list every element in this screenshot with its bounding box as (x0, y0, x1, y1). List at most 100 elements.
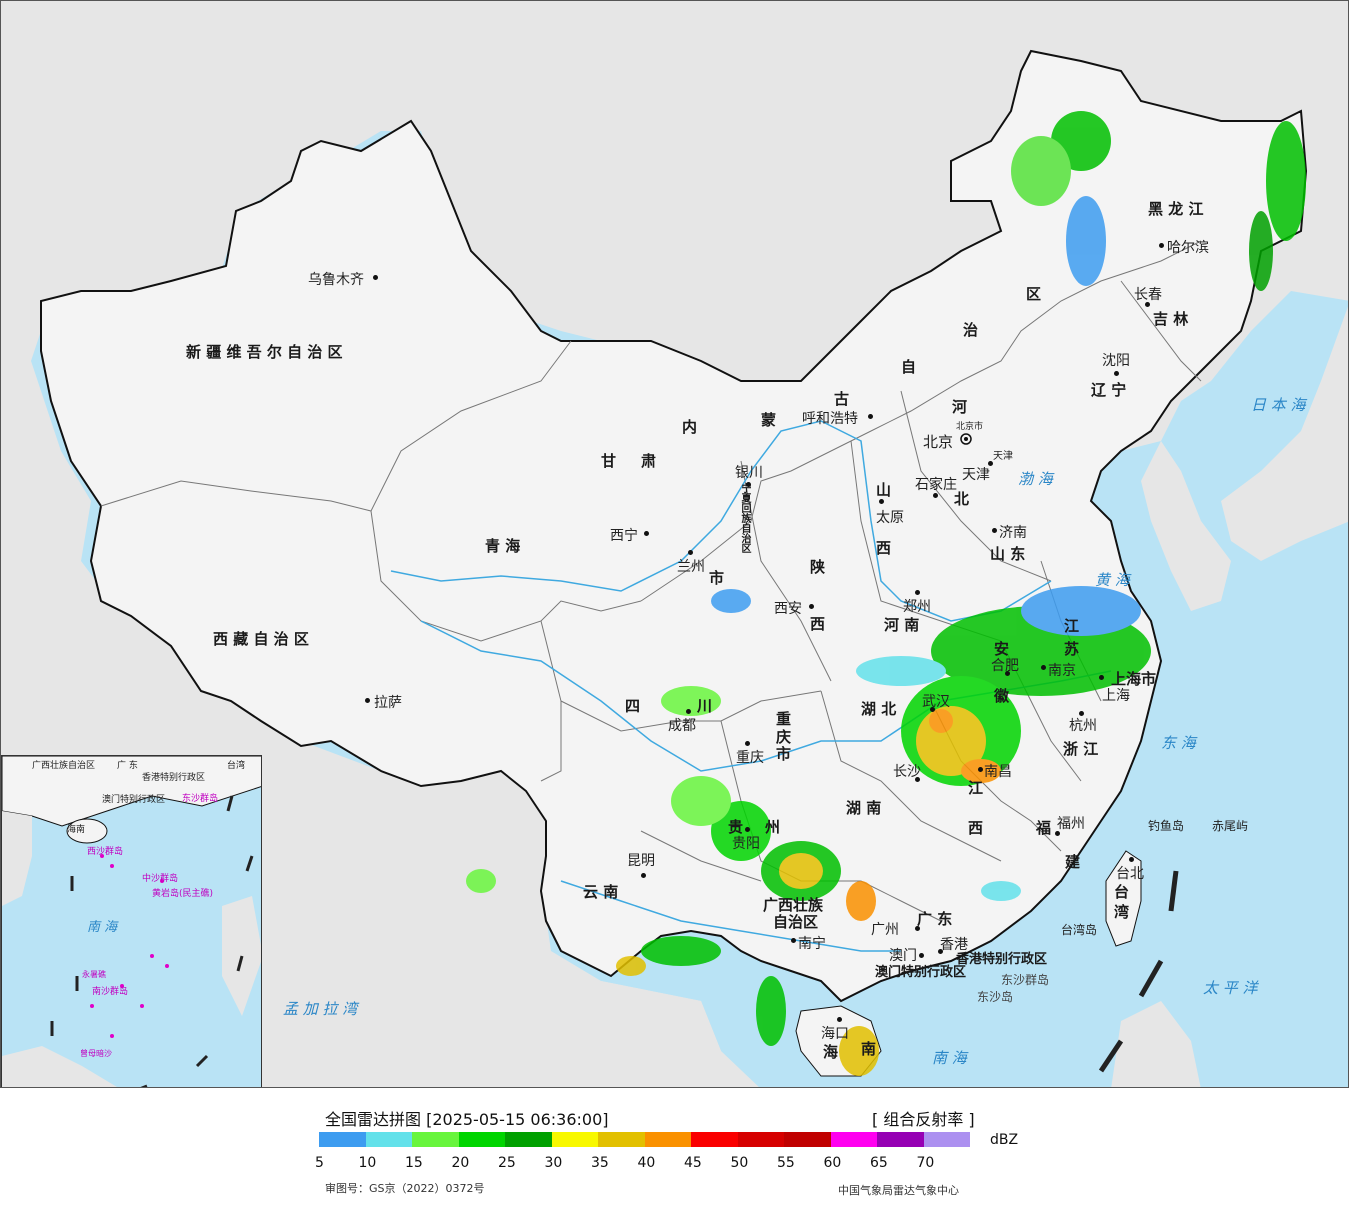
producer-credit: 中国气象局雷达气象中心 (838, 1184, 959, 1197)
city-dot-hangzhou (1079, 711, 1084, 716)
label-jiangsu-1: 江 (1064, 617, 1080, 635)
legend-tick-55: 55 (777, 1155, 795, 1171)
label-hubei: 湖 北 (861, 700, 897, 718)
city-wuhan: 武汉 (922, 694, 950, 710)
city-dot-changsha (915, 777, 920, 782)
city-dot-chongqing (745, 741, 750, 746)
inset-indochina (2, 811, 32, 906)
city-hefei: 合肥 (991, 658, 1019, 674)
city-dot-hohhot (868, 414, 873, 419)
label-zhejiang: 浙 江 (1063, 740, 1099, 758)
sea-boundary-segments (1098, 870, 1179, 1073)
map-approval-number: 审图号：GS京（2022）0372号 (325, 1182, 485, 1195)
inset-taiwan: 台湾 (227, 761, 246, 771)
legend: 全国雷达拼图 [2025-05-15 06:36:00] [ 组合反射率 ] 5… (0, 1088, 1349, 1208)
label-jiangsu-2: 苏 (1064, 640, 1080, 658)
label-gansu-city: 市 (709, 569, 725, 587)
legend-swatch-25 (505, 1132, 552, 1147)
label-neimenggu-5: 治 (963, 321, 979, 339)
city-dot-fuzhou (1055, 831, 1060, 836)
legend-tick-15: 15 (405, 1155, 423, 1171)
label-shaanxi-1: 陕 (810, 558, 826, 576)
inset-nansha: 南沙群岛 (92, 987, 129, 997)
city-taibei: 台北 (1116, 866, 1144, 882)
city-dot-haikou (837, 1017, 842, 1022)
city-guiyang: 贵阳 (732, 836, 760, 852)
legend-tick-35: 35 (591, 1155, 609, 1171)
label-shanghai: 上海市 (1111, 670, 1157, 688)
label-shanxi-1: 山 (876, 481, 892, 499)
city-dot-xian (809, 604, 814, 609)
sea-donghai: 东 海 (1161, 734, 1196, 752)
city-dot-shenyang (1114, 371, 1119, 376)
city-dot-shijiazhuang (933, 493, 938, 498)
legend-swatch-50 (737, 1132, 784, 1147)
taiwan-island (1105, 850, 1142, 947)
legend-unit: dBZ (990, 1132, 1019, 1148)
city-yinchuan: 银川 (735, 465, 763, 481)
label-shanxi-2: 西 (876, 539, 892, 557)
city-changsha: 长沙 (893, 764, 921, 780)
label-jiangxi-2: 西 (968, 819, 984, 837)
city-xian: 西安 (774, 601, 802, 617)
legend-tick-40: 40 (637, 1155, 656, 1171)
label-neimenggu-3: 古 (834, 390, 850, 408)
city-dot-urumqi (373, 275, 378, 280)
city-taiyuan: 太原 (876, 510, 904, 526)
inset-nanhai: 南 海 (87, 920, 118, 935)
city-nanchang: 南昌 (984, 764, 1012, 780)
label-neimenggu-4: 自 (901, 358, 917, 376)
city-urumqi: 乌鲁木齐 (308, 272, 364, 288)
legend-tick-10: 10 (358, 1155, 377, 1171)
city-kunming: 昆明 (627, 853, 655, 869)
legend-swatch-20 (458, 1132, 505, 1147)
label-neimenggu-6: 区 (1026, 285, 1042, 303)
label-hainan-1: 海 (823, 1043, 839, 1061)
city-dot-changchun (1145, 302, 1150, 307)
inset-yongshu: 永暑礁 (82, 970, 106, 979)
city-shenyang: 沈阳 (1102, 353, 1130, 369)
inset-guangdong: 广 东 (117, 761, 138, 771)
label-ningxia: 宁夏回族自治区 (739, 483, 750, 553)
island-dongsha: 东沙群岛 (1001, 973, 1050, 987)
legend-title: 全国雷达拼图 [2025-05-15 06:36:00] (325, 1110, 609, 1129)
philippines (1111, 1001, 1201, 1087)
city-dot-nanchang (978, 767, 983, 772)
label-gansu-2: 肃 (641, 452, 657, 470)
korea-japan (1141, 441, 1231, 611)
city-dot-kunming (641, 873, 646, 878)
city-dot-nanning (791, 938, 796, 943)
label-chongqing-3: 市 (776, 745, 792, 763)
inset-huangyan: 黄岩岛(民主礁) (152, 889, 214, 899)
city-hohhot: 呼和浩特 (802, 411, 858, 427)
label-xizang: 西 藏 自 治 区 (213, 630, 309, 648)
city-dot-hefei (1005, 671, 1010, 676)
label-hainan-2: 南 (861, 1040, 877, 1058)
label-qinghai: 青 海 (485, 537, 521, 555)
city-tianjin: 天津 (962, 467, 990, 483)
inset-zhongsha: 中沙群岛 (142, 874, 179, 884)
label-guangxi-2: 自治区 (773, 913, 819, 931)
city-xining: 西宁 (610, 528, 638, 544)
legend-product: [ 组合反射率 ] (872, 1110, 975, 1129)
city-zhengzhou: 郑州 (903, 599, 931, 615)
label-hebei-2: 北 (954, 490, 970, 508)
inset-mainland (2, 756, 261, 827)
label-henan: 河 南 (884, 616, 920, 634)
legend-tick-5: 5 (315, 1155, 324, 1171)
inset-hk: 香港特别行政区 (142, 773, 206, 783)
indochina (601, 981, 759, 1087)
city-dot-yinchuan (746, 482, 751, 487)
legend-swatch-5 (319, 1132, 366, 1147)
inset-hainan-label: 海南 (67, 825, 86, 835)
island-diaoyudao: 钓鱼岛 (1148, 819, 1185, 833)
label-shaanxi-2: 西 (810, 615, 826, 633)
label-neimenggu-2: 蒙 (761, 411, 777, 429)
city-dot-guangzhou (915, 926, 920, 931)
city-nanjing: 南京 (1048, 663, 1076, 679)
sea-mengjialawan: 孟 加 拉 湾 (283, 1000, 358, 1018)
inset-islands (90, 854, 169, 1038)
city-dot-taiyuan (879, 499, 884, 504)
radar-map[interactable]: 新 疆 维 吾 尔 自 治 区 西 藏 自 治 区 青 海 甘 肃 内 蒙 古 … (0, 0, 1349, 1088)
label-macau: 澳门特别行政区 (875, 965, 967, 980)
